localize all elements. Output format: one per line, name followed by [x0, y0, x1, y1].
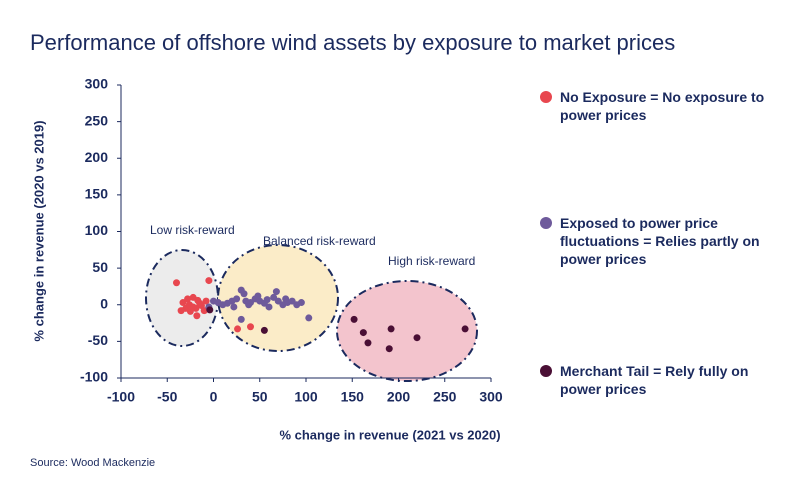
scatter-point: [173, 279, 180, 287]
y-axis-title: % change in revenue (2020 vs 2019): [31, 120, 46, 341]
scatter-point: [254, 292, 262, 300]
region-label: High risk-reward: [388, 254, 475, 268]
y-tick-label: 150: [85, 186, 109, 202]
scatter-point: [193, 312, 201, 320]
source: Source: Wood Mackenzie: [30, 457, 155, 469]
legend-marker: [540, 217, 552, 229]
x-axis-title: % change in revenue (2021 vs 2020): [279, 427, 500, 442]
scatter-point: [184, 295, 192, 303]
y-tick-label: 300: [85, 76, 109, 92]
scatter-point: [364, 339, 372, 347]
scatter-point: [260, 326, 268, 334]
scatter-point: [387, 325, 395, 333]
x-tick-label: -50: [157, 389, 177, 405]
x-tick-label: 200: [387, 389, 411, 405]
chart-title: Performance of offshore wind assets by e…: [30, 30, 675, 55]
y-tick-label: 100: [85, 222, 109, 238]
scatter-point: [234, 325, 242, 333]
scatter-point: [461, 325, 469, 333]
legend-item: No Exposure = No exposure to power price…: [540, 88, 770, 124]
legend-item: Exposed to power price fluctuations = Re…: [540, 214, 770, 268]
scatter-point: [196, 299, 204, 307]
scatter-point: [265, 303, 273, 311]
y-tick-label: 0: [100, 295, 108, 311]
scatter-point: [297, 299, 305, 307]
scatter-point: [233, 295, 241, 303]
y-tick-label: 200: [85, 149, 109, 165]
scatter-point: [385, 345, 393, 353]
legend-label: Exposed to power price fluctuations = Re…: [560, 215, 760, 267]
scatter-point: [359, 329, 367, 337]
x-tick-label: 300: [479, 389, 503, 405]
scatter-point: [272, 288, 280, 296]
scatter-point: [282, 295, 290, 303]
scatter-point: [189, 303, 197, 311]
legend-label: No Exposure = No exposure to power price…: [560, 89, 765, 123]
x-tick-label: 100: [294, 389, 318, 405]
x-tick-label: 150: [341, 389, 365, 405]
x-tick-label: 0: [210, 389, 218, 405]
scatter-point: [413, 334, 421, 342]
scatter-point: [240, 290, 248, 298]
y-tick-label: 50: [92, 259, 108, 275]
legend-marker: [540, 365, 552, 377]
x-tick-label: 250: [433, 389, 457, 405]
scatter-point: [263, 296, 271, 304]
y-tick-label: -100: [80, 369, 108, 385]
y-tick-label: 250: [85, 112, 109, 128]
scatter-point: [206, 306, 214, 314]
scatter-point: [237, 315, 245, 323]
legend-marker: [540, 91, 552, 103]
scatter-point: [247, 323, 254, 331]
region-ellipse: [336, 280, 478, 382]
scatter-point: [350, 315, 358, 323]
scatter-point: [177, 307, 185, 315]
region-label: Low risk-reward: [150, 223, 235, 237]
region-label: Balanced risk-reward: [263, 234, 376, 248]
scatter-point: [230, 303, 238, 311]
scatter-point: [202, 297, 210, 305]
legend-item: Merchant Tail = Rely fully on power pric…: [540, 362, 770, 398]
y-tick-label: -50: [88, 332, 108, 348]
scatter-point: [205, 277, 213, 285]
legend-label: Merchant Tail = Rely fully on power pric…: [560, 363, 749, 397]
scatter-point: [305, 314, 313, 322]
x-tick-label: 50: [252, 389, 268, 405]
x-tick-label: -100: [107, 389, 135, 405]
